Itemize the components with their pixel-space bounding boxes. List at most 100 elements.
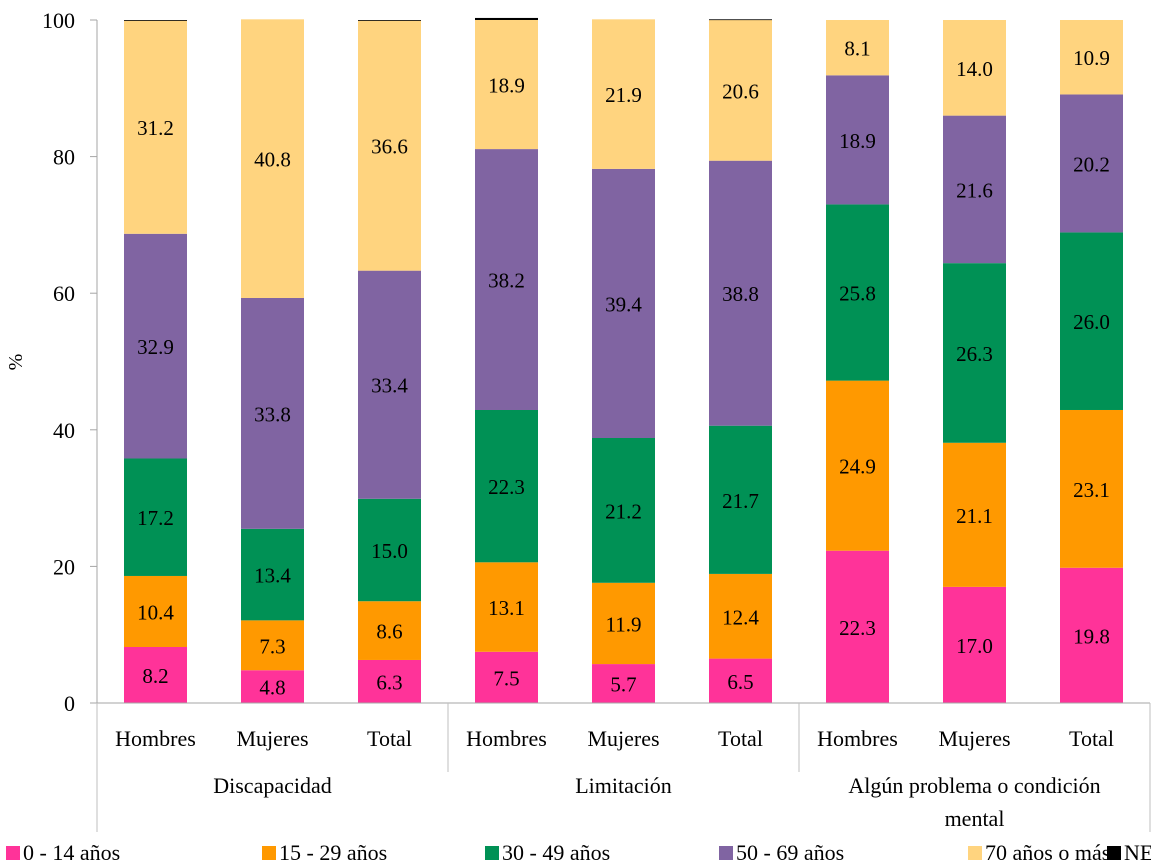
x-category-label: Hombres — [817, 726, 898, 751]
data-label: 21.2 — [605, 499, 642, 523]
legend: 0 - 14 años 15 - 29 años 30 - 49 años 50 - … — [6, 840, 1151, 865]
x-category-label: Mujeres — [236, 726, 308, 751]
data-label: 7.3 — [259, 634, 285, 658]
x-category-label: Hombres — [115, 726, 196, 751]
data-label: 26.0 — [1073, 310, 1110, 334]
bar-segment — [826, 550, 889, 703]
bar-segment — [592, 664, 655, 703]
legend-label: 70 años o más — [985, 840, 1110, 865]
legend-label: 15 - 29 años — [279, 840, 387, 865]
bar-segment — [124, 20, 187, 234]
bar-segment — [592, 168, 655, 438]
data-label: 18.9 — [839, 129, 876, 153]
data-label: 7.5 — [493, 666, 519, 690]
data-label: 40.8 — [254, 148, 291, 172]
legend-label: 30 - 49 años — [502, 840, 610, 865]
data-label: 38.2 — [488, 269, 525, 293]
bar-segment — [241, 297, 304, 529]
data-label: 17.2 — [137, 506, 174, 530]
bar-segment — [943, 263, 1006, 443]
data-label: 20.2 — [1073, 152, 1110, 176]
bar-segment — [826, 204, 889, 381]
x-category-label: Total — [1069, 726, 1114, 751]
data-label: 5.7 — [610, 673, 636, 697]
bar-segment — [1060, 409, 1123, 568]
bar-segment — [943, 20, 1006, 116]
x-group-label: Discapacidad — [213, 773, 332, 798]
legend-swatch — [719, 846, 733, 860]
bar-segment — [475, 409, 538, 563]
legend-swatch — [6, 846, 20, 860]
y-tick-label: 80 — [53, 145, 75, 170]
bar-segment — [943, 442, 1006, 587]
bar-segment — [709, 573, 772, 659]
bar-segment — [358, 20, 421, 271]
bar-segment — [475, 149, 538, 410]
data-label: 39.4 — [605, 292, 642, 316]
y-tick-label: 20 — [53, 554, 75, 579]
data-label: 8.6 — [376, 620, 402, 644]
bar-segment — [709, 425, 772, 574]
bar-segment — [358, 601, 421, 660]
x-category-label: Mujeres — [938, 726, 1010, 751]
data-label: 17.0 — [956, 634, 993, 658]
data-label: 36.6 — [371, 135, 408, 159]
x-axis: Hombres Mujeres Total Discapacidad Hombres Mu… — [96, 702, 1151, 832]
y-tick-label: 60 — [53, 281, 75, 306]
x-category-label: Total — [718, 726, 763, 751]
bar-segment — [709, 160, 772, 426]
bar-segment — [943, 586, 1006, 703]
data-label: 20.6 — [722, 79, 759, 103]
data-label: 24.9 — [839, 455, 876, 479]
bar-segment — [124, 233, 187, 459]
bar-segment — [1060, 232, 1123, 410]
data-label: 13.1 — [488, 596, 525, 620]
data-label: 22.3 — [488, 475, 525, 499]
data-label: 8.1 — [844, 37, 870, 61]
x-category-label: Total — [367, 726, 412, 751]
bar-segment — [943, 115, 1006, 264]
data-label: 33.4 — [371, 374, 408, 398]
x-group-label: Limitación — [575, 773, 672, 798]
bar-segment — [124, 20, 187, 21]
bar-segment — [475, 651, 538, 703]
data-label: 13.4 — [254, 564, 291, 588]
x-group-label: Algún problema o condición — [848, 773, 1100, 798]
y-tick-label: 0 — [64, 691, 75, 716]
data-label: 11.9 — [606, 612, 642, 636]
legend-label: 0 - 14 años — [23, 840, 120, 865]
bar-segment — [826, 20, 889, 76]
bar-segment — [826, 75, 889, 205]
bar-segment — [475, 562, 538, 652]
x-category-label: Hombres — [466, 726, 547, 751]
data-label: 19.8 — [1073, 624, 1110, 648]
legend-swatch — [968, 846, 982, 860]
data-label: 21.7 — [722, 489, 759, 513]
legend-label: NE — [1124, 840, 1151, 865]
bar-segment — [1060, 94, 1123, 233]
bar-segment — [358, 270, 421, 499]
data-label: 25.8 — [839, 282, 876, 306]
bar-segment — [358, 659, 421, 703]
data-label: 6.5 — [727, 670, 753, 694]
data-label: 31.2 — [137, 116, 174, 140]
bar-segment — [241, 620, 304, 671]
bar-segment — [592, 19, 655, 169]
bar-segment — [241, 528, 304, 621]
legend-swatch — [262, 846, 276, 860]
data-label: 14.0 — [956, 57, 993, 81]
y-axis: 0 20 40 60 80 100 — [42, 8, 98, 716]
bar-segment — [475, 20, 538, 150]
data-label: 38.8 — [722, 282, 759, 306]
bar-segment — [475, 17, 538, 20]
bar-segment — [709, 19, 772, 21]
data-label: 4.8 — [259, 676, 285, 700]
bar-segment — [709, 658, 772, 703]
bar-segment — [1060, 567, 1123, 703]
bar-segment — [358, 498, 421, 602]
data-label: 22.3 — [839, 616, 876, 640]
data-label: 6.3 — [376, 670, 402, 694]
data-label: 23.1 — [1073, 478, 1110, 502]
data-label: 12.4 — [722, 605, 759, 629]
